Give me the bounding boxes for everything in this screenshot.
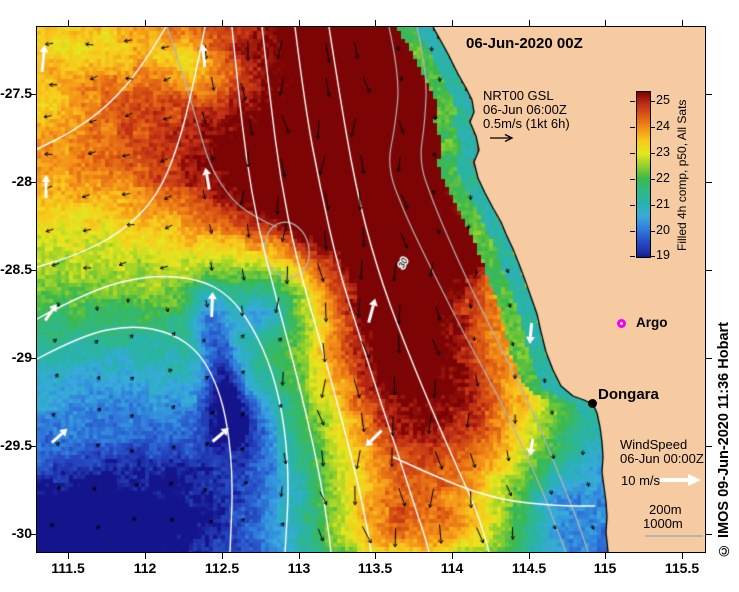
x-tick-label: 114.5 — [511, 560, 547, 576]
y-tick-mark-right — [706, 270, 712, 271]
colorbar-tick-label: 21 — [656, 197, 670, 211]
depth-contour-line-sample — [645, 535, 703, 537]
y-tick-mark-right — [706, 534, 712, 535]
credit-watermark: © IMOS 09-Jun-2020 11:36 Hobart — [716, 322, 732, 558]
colorbar-tick-mark-right — [651, 127, 655, 128]
x-tick-label: 115 — [593, 560, 617, 576]
windspeed-scale-label: 10 m/s — [621, 473, 661, 488]
x-tick-mark-top — [299, 20, 300, 26]
colorbar-tick-label: 24 — [656, 119, 670, 133]
x-tick-mark-bottom — [529, 553, 530, 559]
wind-scale-arrow-icon — [660, 474, 701, 486]
colorbar-tick-mark-right — [651, 231, 655, 232]
y-tick-mark-right — [706, 446, 712, 447]
dongara-marker — [588, 399, 597, 408]
x-tick-mark-top — [145, 20, 146, 26]
x-tick-mark-bottom — [375, 553, 376, 559]
x-tick-mark-top — [529, 20, 530, 26]
gsl-line3: 0.5m/s (1kt 6h) — [483, 116, 570, 131]
x-tick-label: 112 — [133, 560, 157, 576]
y-tick-mark-right — [706, 182, 712, 183]
colorbar-tick-mark-left — [630, 153, 635, 154]
gsl-line2: 06-Jun 06:00Z — [483, 102, 567, 117]
x-tick-label: 113.5 — [357, 560, 393, 576]
x-tick-label: 114 — [440, 560, 464, 576]
gsl-line1: NRT00 GSL — [483, 88, 554, 103]
y-tick-mark-left — [30, 534, 36, 535]
y-tick-mark-left — [30, 446, 36, 447]
x-tick-mark-bottom — [222, 553, 223, 559]
y-tick-mark-right — [706, 94, 712, 95]
x-tick-label: 112.5 — [204, 560, 240, 576]
colorbar — [636, 91, 651, 258]
x-tick-mark-bottom — [452, 553, 453, 559]
x-tick-mark-top — [222, 20, 223, 26]
colorbar-tick-label: 25 — [656, 93, 670, 107]
colorbar-tick-mark-left — [630, 205, 635, 206]
colorbar-label: Filled 4h comp, p50, All Sats — [675, 99, 689, 251]
depth-1000m-label: 1000m — [643, 516, 683, 531]
x-tick-mark-bottom — [605, 553, 606, 559]
colorbar-tick-mark-left — [630, 256, 635, 257]
depth-200m-label: 200m — [649, 502, 682, 517]
y-tick-label: -27.5 — [0, 85, 32, 101]
colorbar-tick-label: 23 — [656, 145, 670, 159]
argo-label: Argo — [636, 315, 668, 330]
y-tick-label: -28.5 — [0, 261, 32, 277]
x-tick-label: 113 — [287, 560, 311, 576]
map-plot-area: 06-Jun-2020 00Z NRT00 GSL 06-Jun 06:00Z … — [36, 26, 706, 553]
colorbar-tick-mark-right — [651, 179, 655, 180]
colorbar-tick-label: 19 — [656, 248, 670, 262]
colorbar-tick-mark-left — [630, 127, 635, 128]
colorbar-tick-label: 22 — [656, 171, 670, 185]
x-tick-mark-bottom — [145, 553, 146, 559]
colorbar-tick-mark-left — [630, 179, 635, 180]
colorbar-tick-mark-right — [651, 153, 655, 154]
windspeed-legend: WindSpeed 06-Jun 00:00Z — [620, 438, 704, 466]
x-tick-mark-top — [452, 20, 453, 26]
y-tick-label: -29 — [11, 349, 32, 365]
colorbar-tick-mark-right — [651, 205, 655, 206]
y-tick-mark-left — [30, 94, 36, 95]
y-tick-label: -30 — [11, 525, 32, 541]
sst-field-canvas — [37, 27, 705, 552]
x-tick-mark-top — [375, 20, 376, 26]
y-tick-mark-right — [706, 358, 712, 359]
x-tick-mark-bottom — [299, 553, 300, 559]
colorbar-tick-mark-right — [651, 256, 655, 257]
x-tick-mark-top — [682, 20, 683, 26]
y-tick-mark-left — [30, 182, 36, 183]
windspeed-line2: 06-Jun 00:00Z — [620, 451, 704, 466]
x-tick-label: 115.5 — [664, 560, 700, 576]
colorbar-tick-mark-left — [630, 231, 635, 232]
y-tick-mark-left — [30, 358, 36, 359]
y-tick-label: -29.5 — [0, 437, 32, 453]
dongara-label: Dongara — [598, 386, 659, 403]
x-tick-mark-top — [68, 20, 69, 26]
x-tick-mark-bottom — [68, 553, 69, 559]
y-tick-label: -28 — [11, 173, 32, 189]
colorbar-tick-mark-left — [630, 101, 635, 102]
x-tick-mark-top — [605, 20, 606, 26]
date-title: 06-Jun-2020 00Z — [466, 35, 583, 52]
windspeed-line1: WindSpeed — [620, 437, 688, 452]
y-tick-mark-left — [30, 270, 36, 271]
x-tick-mark-bottom — [682, 553, 683, 559]
gsl-legend: NRT00 GSL 06-Jun 06:00Z 0.5m/s (1kt 6h) — [483, 89, 570, 131]
x-tick-label: 111.5 — [51, 560, 85, 576]
argo-marker-center — [620, 322, 623, 325]
colorbar-tick-label: 20 — [656, 223, 670, 237]
current-scale-arrow-icon — [490, 133, 514, 143]
colorbar-tick-mark-right — [651, 101, 655, 102]
argo-float-marker — [617, 319, 626, 328]
